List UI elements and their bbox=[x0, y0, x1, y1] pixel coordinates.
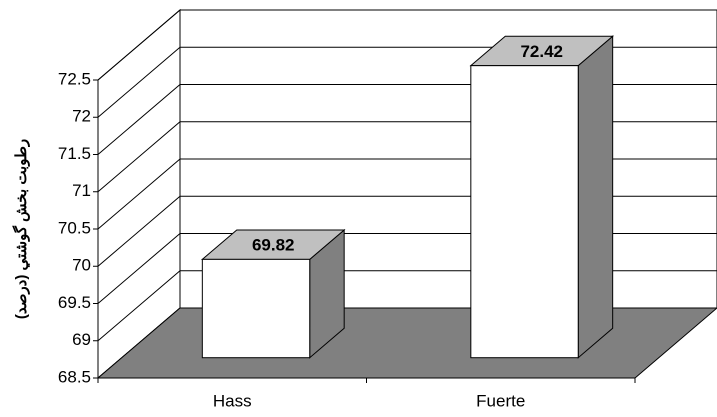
y-tick-label: 72.5 bbox=[58, 69, 91, 88]
x-tick-label: Hass bbox=[213, 391, 252, 410]
bar bbox=[470, 65, 579, 359]
floor bbox=[96, 307, 717, 379]
y-tick-label: 69.5 bbox=[58, 293, 91, 312]
value-label: 72.42 bbox=[520, 42, 563, 61]
y-tick-label: 70.5 bbox=[58, 218, 91, 237]
y-tick-label: 70 bbox=[72, 256, 91, 275]
x-tick-label: Fuerte bbox=[476, 391, 525, 410]
y-tick-label: 71.5 bbox=[58, 144, 91, 163]
y-tick-label: 71 bbox=[72, 181, 91, 200]
value-label: 69.82 bbox=[252, 236, 295, 255]
bar bbox=[201, 258, 311, 359]
y-tick-label: 72 bbox=[72, 107, 91, 126]
y-tick-label: 69 bbox=[72, 330, 91, 349]
grid-line bbox=[97, 9, 717, 81]
bar-side bbox=[577, 35, 614, 359]
y-axis-label: رطوبت بخش گوشتي (درصد) bbox=[12, 139, 31, 319]
y-tick-label: 68.5 bbox=[58, 367, 91, 386]
